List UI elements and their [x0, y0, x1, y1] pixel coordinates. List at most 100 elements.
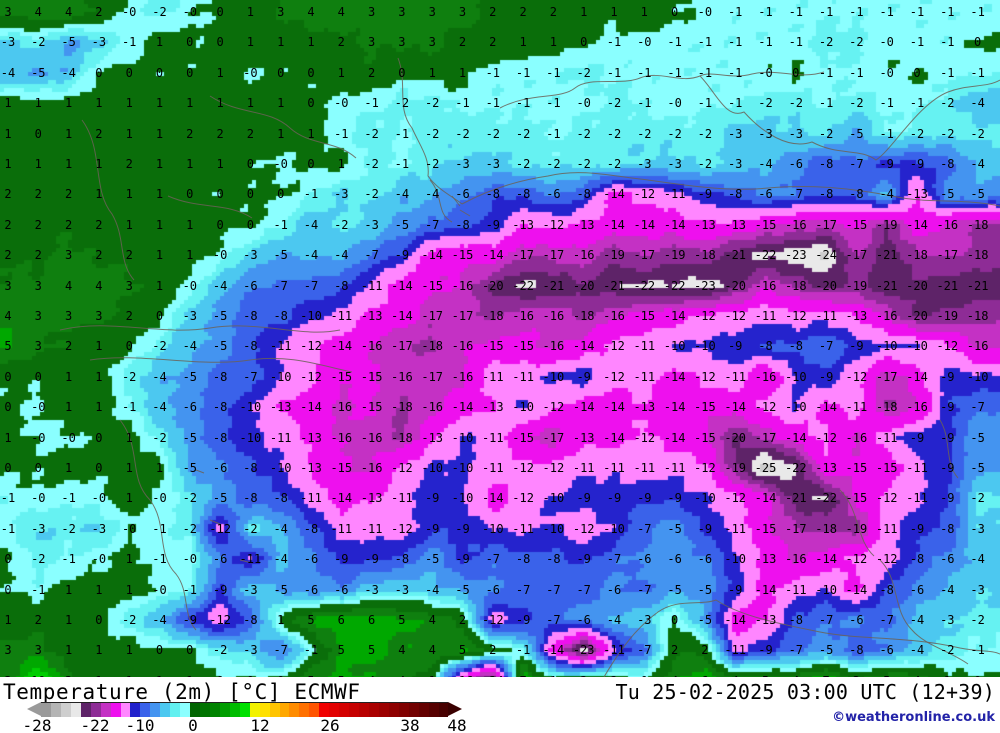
- temp-value: -12: [845, 552, 868, 567]
- temp-value: 0: [246, 217, 255, 232]
- temp-value: -1: [152, 552, 167, 567]
- temp-value: -9: [394, 248, 410, 263]
- temp-value: -4: [606, 613, 622, 627]
- temp-value: -1: [546, 65, 561, 80]
- temp-value: -0: [697, 5, 713, 19]
- temp-value: -7: [637, 521, 652, 536]
- temp-value: -3: [334, 187, 349, 202]
- credit-link[interactable]: ©weatheronline.co.uk: [832, 710, 995, 725]
- temp-value: 1: [156, 675, 163, 677]
- temp-value: 2: [246, 126, 255, 141]
- temp-value: -0: [758, 65, 773, 80]
- temp-value: -2: [121, 369, 137, 384]
- temp-value: -4: [758, 157, 773, 171]
- temp-value: 5: [307, 675, 314, 677]
- temp-value: -14: [421, 248, 444, 263]
- temp-value: -12: [542, 400, 565, 415]
- temp-value: -10: [875, 339, 898, 354]
- temp-value: -18: [481, 309, 504, 323]
- temp-value: -1: [788, 5, 804, 19]
- temp-value: -0: [879, 65, 894, 80]
- temp-value: -9: [424, 521, 440, 536]
- temp-value: 1: [64, 582, 73, 597]
- temp-value: -4: [970, 96, 985, 111]
- temp-value: -7: [515, 582, 531, 597]
- temp-value: -8: [212, 430, 228, 445]
- temp-value: -2: [606, 126, 622, 141]
- temp-value: -2: [576, 126, 591, 141]
- temp-value: -6: [697, 552, 713, 567]
- temp-value: -10: [239, 430, 262, 445]
- temp-value: -3: [637, 157, 652, 171]
- temp-value: 6: [367, 613, 376, 627]
- temp-value: 1: [186, 96, 194, 111]
- temp-value: -15: [845, 461, 868, 475]
- temp-value: 1: [125, 126, 133, 141]
- temp-value: -10: [421, 461, 444, 475]
- temp-value: 3: [4, 278, 12, 293]
- temp-value: -12: [694, 461, 716, 475]
- temp-value: -9: [727, 339, 743, 354]
- temp-value: -12: [633, 430, 656, 445]
- temp-value: -8: [515, 187, 531, 202]
- temp-value: 1: [550, 675, 557, 677]
- temp-value: 1: [4, 157, 12, 171]
- temp-value: -13: [512, 217, 534, 232]
- temperature-colorbar: [27, 701, 463, 717]
- temp-value: 0: [307, 96, 315, 111]
- temp-value: -6: [758, 187, 773, 202]
- temp-value: 0: [641, 675, 648, 677]
- temp-value: -16: [906, 400, 928, 415]
- temp-value: 0: [246, 187, 255, 202]
- temp-value: -9: [576, 552, 591, 567]
- temp-value: 0: [307, 157, 315, 171]
- temp-value: 1: [95, 187, 103, 202]
- temp-value: -1: [546, 126, 561, 141]
- temp-value: -1: [152, 521, 167, 536]
- temp-value: -1: [879, 5, 894, 19]
- temp-value: -1: [909, 96, 925, 111]
- temp-value: -17: [391, 339, 413, 354]
- temp-value: -3: [243, 582, 258, 597]
- temp-value: -12: [209, 613, 231, 627]
- temp-value: 0: [4, 552, 12, 567]
- temp-value: 0: [34, 369, 42, 384]
- temp-value: -2: [364, 126, 379, 141]
- temp-value: 0: [307, 65, 315, 80]
- temp-value: -11: [481, 461, 504, 475]
- temp-value: -7: [970, 400, 985, 415]
- temp-value: 3: [398, 5, 406, 19]
- temp-value: -11: [330, 521, 353, 536]
- temp-value: -0: [91, 552, 107, 567]
- temp-value: -3: [243, 248, 258, 263]
- temp-value: -11: [784, 582, 807, 597]
- temp-value: -0: [31, 430, 46, 445]
- temp-value: -1: [697, 35, 713, 50]
- temp-value: -16: [784, 552, 807, 567]
- temp-value: -22: [815, 491, 837, 506]
- temp-value: -9: [455, 521, 470, 536]
- temp-value: -8: [879, 582, 894, 597]
- temp-value: -11: [330, 309, 353, 323]
- temp-value: 3: [34, 339, 42, 354]
- temp-value: -15: [421, 278, 444, 293]
- temp-value: -11: [633, 339, 656, 354]
- temp-value: -9: [515, 613, 531, 627]
- temp-value: -12: [512, 461, 534, 475]
- temp-value: -1: [515, 643, 531, 658]
- temp-value: -4: [879, 187, 894, 202]
- temp-value: 1: [34, 96, 42, 111]
- temp-value: -9: [909, 430, 925, 445]
- temp-value: 4: [337, 5, 345, 19]
- temp-value: -14: [481, 491, 504, 506]
- colorbar-cell: [150, 702, 161, 717]
- temp-value: -4: [909, 643, 925, 658]
- temp-value: 2: [367, 65, 376, 80]
- temp-value: -2: [606, 96, 622, 111]
- temp-value: 0: [95, 613, 103, 627]
- colorbar-cell: [160, 702, 171, 717]
- temp-value: -4: [273, 552, 288, 567]
- temp-value: -5: [667, 582, 682, 597]
- temp-value: -17: [936, 248, 959, 263]
- temp-value: 1: [944, 675, 951, 677]
